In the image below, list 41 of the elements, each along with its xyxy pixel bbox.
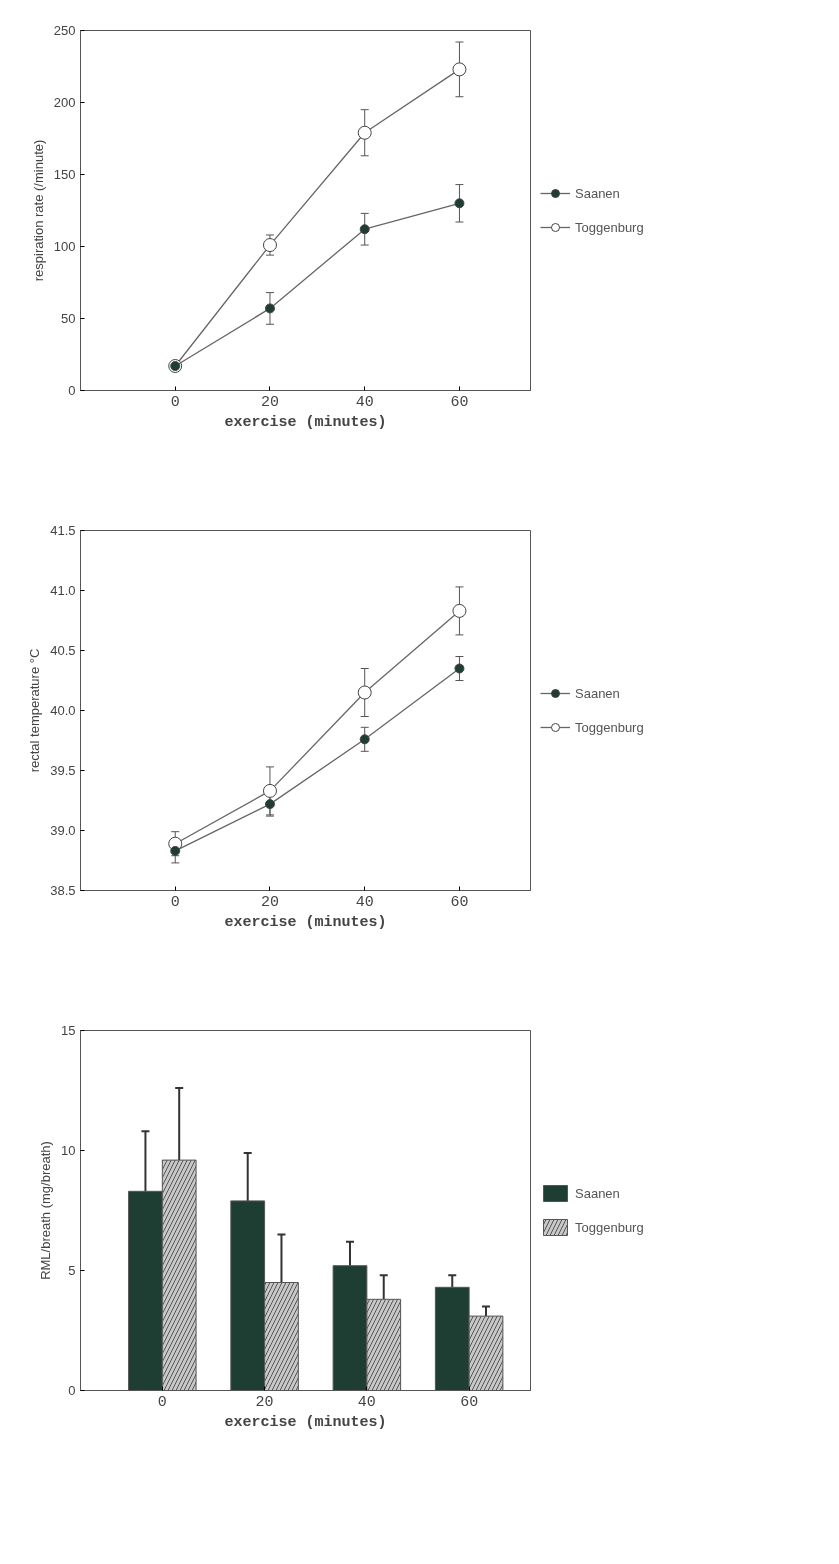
x-tick-label: 60	[460, 1393, 479, 1411]
x-tick-label: 0	[170, 393, 180, 411]
legend-label: Saanen	[575, 685, 620, 701]
y-tick-label: 0	[68, 383, 76, 398]
y-tick-label: 50	[61, 311, 76, 326]
y-axis-title: rectal temperature °C	[27, 648, 43, 773]
legend-label: Toggenburg	[575, 719, 644, 735]
x-tick-label: 20	[260, 893, 279, 911]
y-tick-label: 15	[61, 1023, 76, 1038]
y-tick-label: 41.0	[50, 583, 76, 598]
legend-label: Toggenburg	[575, 219, 644, 235]
x-tick-label: 60	[450, 393, 469, 411]
x-tick-label: 0	[170, 893, 180, 911]
x-axis-title: exercise (minutes)	[224, 1413, 387, 1431]
y-tick-label: 40.5	[50, 643, 76, 658]
y-tick-label: 0	[68, 1383, 76, 1398]
x-axis-title: exercise (minutes)	[224, 413, 387, 431]
legend-label: Toggenburg	[575, 1219, 644, 1235]
x-tick-label: 0	[157, 1393, 167, 1411]
y-tick-label: 39.0	[50, 823, 76, 838]
x-axis-title: exercise (minutes)	[224, 913, 387, 931]
x-tick-label: 40	[357, 1393, 376, 1411]
y-tick-label: 38.5	[50, 883, 76, 898]
x-tick-label: 20	[260, 393, 279, 411]
y-tick-label: 10	[61, 1143, 76, 1158]
y-tick-label: 200	[53, 95, 76, 110]
legend-label: Saanen	[575, 185, 620, 201]
x-tick-label: 20	[255, 1393, 274, 1411]
x-tick-label: 60	[450, 893, 469, 911]
x-tick-label: 40	[355, 393, 374, 411]
legend-label: Saanen	[575, 1185, 620, 1201]
y-tick-label: 40.0	[50, 703, 76, 718]
x-tick-label: 40	[355, 893, 374, 911]
y-tick-label: 250	[53, 23, 76, 38]
y-tick-label: 100	[53, 239, 76, 254]
y-axis-title: respiration rate (/minute)	[30, 139, 46, 282]
y-tick-label: 39.5	[50, 763, 76, 778]
y-axis-title: RML/breath (mg/breath)	[38, 1141, 54, 1280]
y-tick-label: 150	[53, 167, 76, 182]
y-tick-label: 5	[68, 1263, 76, 1278]
y-tick-label: 41.5	[50, 523, 76, 538]
